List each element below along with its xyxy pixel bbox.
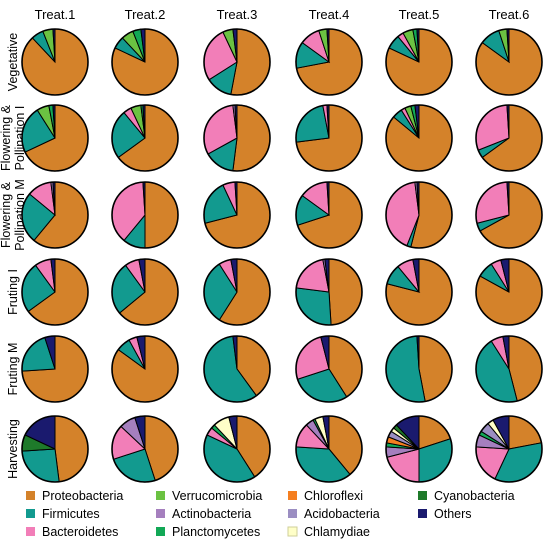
legend-label-chloroflexi: Chloroflexi — [304, 489, 363, 503]
pie-slice-proteobacteria — [328, 258, 363, 326]
row-label-fruting-i: Fruting I — [6, 269, 20, 315]
legend-swatch-bacteroidetes — [26, 527, 35, 536]
pie-outline — [295, 258, 363, 326]
pie-outline — [203, 181, 271, 249]
pie-outline — [295, 104, 363, 172]
legend-swatch-others — [418, 509, 427, 518]
legend-swatch-firmicutes — [26, 509, 35, 518]
column-label-treat-2: Treat.2 — [125, 7, 166, 22]
pie-outline — [475, 335, 543, 403]
pie-outline — [475, 28, 543, 96]
pie-outline — [111, 181, 179, 249]
row-label-fruting-m: Fruting M — [6, 343, 20, 396]
pie-slice-firmicutes — [21, 448, 60, 483]
pie-outline — [111, 28, 179, 96]
column-label-treat-4: Treat.4 — [309, 7, 350, 22]
column-label-treat-3: Treat.3 — [217, 7, 258, 22]
legend-swatch-chloroflexi — [288, 491, 297, 500]
column-label-treat-6: Treat.6 — [489, 7, 530, 22]
pie-outline — [295, 415, 363, 483]
pie-outline — [111, 258, 179, 326]
row-label-line: Pollination M — [13, 179, 27, 251]
pie-outline — [203, 335, 271, 403]
legend-label-chlamydiae: Chlamydiae — [304, 525, 370, 539]
pie-outline — [111, 104, 179, 172]
pie-outline — [203, 28, 271, 96]
pie-slice-proteobacteria — [232, 104, 271, 172]
legend-label-others: Others — [434, 507, 472, 521]
legend-swatch-proteobacteria — [26, 491, 35, 500]
column-label-treat-1: Treat.1 — [35, 7, 76, 22]
column-label-treat-5: Treat.5 — [399, 7, 440, 22]
pie-outline — [111, 335, 179, 403]
pie-slice-proteobacteria — [54, 415, 89, 483]
pie-outline — [21, 181, 89, 249]
pie-slice-firmicutes — [295, 287, 332, 326]
legend-swatch-planctomycetes — [156, 527, 165, 536]
legend-label-verrucomicrobia: Verrucomicrobia — [172, 489, 262, 503]
legend-label-proteobacteria: Proteobacteria — [42, 489, 123, 503]
row-label-harvesting: Harvesting — [6, 419, 20, 479]
row-label-flowering-pollination-m: Flowering &Pollination M — [0, 179, 27, 251]
pie-slice-proteobacteria — [144, 181, 179, 249]
legend-swatch-verrucomicrobia — [156, 491, 165, 500]
pie-outline — [295, 335, 363, 403]
pie-outline — [385, 258, 453, 326]
legend-swatch-cyanobacteria — [418, 491, 427, 500]
pie-outline — [385, 181, 453, 249]
row-label-line: Harvesting — [6, 419, 20, 479]
pie-outline — [475, 258, 543, 326]
pie-outline — [203, 258, 271, 326]
row-label-vegetative: Vegetative — [6, 33, 20, 91]
pie-outline — [21, 335, 89, 403]
pie-outline — [475, 181, 543, 249]
legend-label-acidobacteria: Acidobacteria — [304, 507, 380, 521]
legend-label-firmicutes: Firmicutes — [42, 507, 100, 521]
row-label-line: Pollination I — [13, 106, 27, 171]
pie-outline — [385, 335, 453, 403]
legend-swatch-chlamydiae — [287, 526, 298, 537]
row-label-line: Flowering & — [0, 104, 13, 171]
row-label-line: Vegetative — [6, 33, 20, 91]
pie-outline — [385, 104, 453, 172]
row-label-line: Fruting I — [6, 269, 20, 315]
pie-outline — [21, 258, 89, 326]
pie-slice-proteobacteria — [418, 335, 453, 403]
legend-label-actinobacteria: Actinobacteria — [172, 507, 251, 521]
pie-outline — [203, 104, 271, 172]
pie-outline — [111, 415, 179, 483]
pie-outline — [21, 415, 89, 483]
pie-outline — [295, 181, 363, 249]
pie-outline — [385, 28, 453, 96]
legend-swatch-acidobacteria — [288, 509, 297, 518]
pie-outline — [295, 28, 363, 96]
row-label-line: Fruting M — [6, 343, 20, 396]
row-label-line: Flowering & — [0, 181, 13, 248]
pie-outline — [21, 104, 89, 172]
pie-outline — [203, 415, 271, 483]
pie-outline — [385, 415, 453, 483]
legend-label-bacteroidetes: Bacteroidetes — [42, 525, 118, 539]
pie-outline — [475, 104, 543, 172]
pie-outline — [21, 28, 89, 96]
pie-outline — [475, 415, 543, 483]
legend-label-planctomycetes: Planctomycetes — [172, 525, 260, 539]
legend-label-cyanobacteria: Cyanobacteria — [434, 489, 515, 503]
row-label-flowering-pollination-i: Flowering &Pollination I — [0, 104, 27, 171]
legend-swatch-actinobacteria — [156, 509, 165, 518]
